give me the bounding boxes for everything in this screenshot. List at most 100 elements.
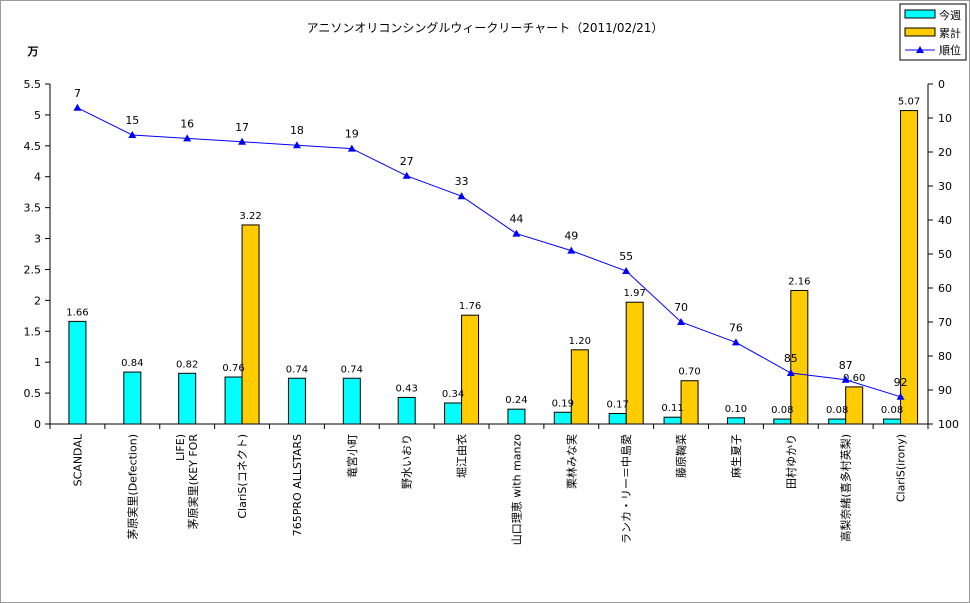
rank-point [786, 369, 795, 376]
y-left-tick-label: 3.5 [24, 202, 42, 215]
bar-cumulative-label: 0.70 [678, 367, 700, 378]
y-left-tick-label: 3 [34, 233, 41, 246]
category-label: SCANDAL [71, 433, 84, 486]
category-label: ランカ・リー＝中島愛 [619, 434, 633, 544]
category-label: ClariS(コネクト) [236, 434, 249, 519]
rank-point [128, 131, 137, 138]
rank-point [347, 144, 356, 152]
rank-label: 76 [729, 321, 743, 334]
bar-weekly [123, 371, 142, 425]
bar-cumulative [790, 289, 809, 425]
bar-weekly [444, 402, 463, 425]
rank-point [677, 318, 686, 325]
bar-cumulative [625, 301, 644, 425]
y-left-tick-label: 5.5 [24, 78, 42, 91]
y-right-tick-label: 70 [938, 316, 952, 329]
rank-point [457, 192, 466, 200]
y-right-tick-label: 0 [938, 78, 945, 91]
bar-weekly-label: 0.34 [442, 389, 464, 400]
rank-label: 92 [894, 376, 908, 389]
y-right-tick-label: 20 [938, 146, 952, 159]
bar-weekly-label: 0.08 [881, 405, 903, 416]
y-left-tick-label: 1 [34, 356, 41, 369]
bar-cumulative-label: 1.76 [459, 301, 481, 312]
category-label: 堀江由衣 [455, 434, 469, 478]
legend-label-rank: 順位 [939, 43, 961, 57]
rank-label: 19 [345, 128, 359, 141]
bar-weekly-label: 0.10 [725, 404, 747, 415]
bar-cumulative-label: 2.16 [788, 276, 810, 287]
bar-cumulative-label: 5.07 [898, 97, 920, 108]
rank-line-series [73, 103, 905, 400]
rank-line [77, 107, 901, 398]
legend-label-weekly: 今週 [939, 8, 961, 22]
category-label: 高梨奈緒(喜多村英梨) [839, 434, 853, 542]
rank-point [512, 229, 521, 237]
bar-weekly [507, 408, 526, 425]
legend-swatch-rank-marker [916, 46, 924, 53]
rank-label: 55 [619, 250, 633, 263]
rank-point [238, 137, 247, 145]
rank-label: 44 [509, 213, 523, 226]
rank-label: 16 [180, 117, 194, 130]
y-left-tick-label: 4.5 [24, 140, 42, 153]
rank-point [567, 246, 576, 254]
bar-cumulative [845, 386, 864, 425]
bar-weekly [608, 412, 627, 425]
bar-weekly [663, 416, 682, 425]
y-left-axis: 0 0.5 1 1.5 2 2.5 3 3.5 4 4.5 5 5.5 [24, 78, 51, 431]
bar-weekly-label: 0.76 [222, 363, 244, 374]
bar-cumulative [570, 349, 589, 425]
bar-cumulative-label: 1.97 [624, 288, 646, 299]
bar-weekly [883, 418, 902, 425]
bar-weekly [224, 376, 243, 425]
bar-weekly-label: 0.24 [505, 395, 527, 406]
category-label: 栗林みな実 [564, 434, 578, 489]
bar-weekly-label: 0.74 [286, 364, 308, 375]
bar-weekly-label: 0.17 [607, 399, 629, 410]
rank-point [292, 141, 301, 149]
bar-series [68, 110, 919, 425]
rank-label: 49 [564, 230, 578, 243]
y-right-axis: 0 10 20 30 40 50 60 70 80 90 100 [927, 78, 959, 431]
rank-point [402, 171, 411, 179]
category-label: 竜宮小町 [345, 434, 359, 478]
bar-weekly-label: 0.19 [552, 398, 574, 409]
bar-weekly-label: 0.08 [826, 405, 848, 416]
bar-cumulative [241, 224, 260, 425]
category-label: 765PRO ALLSTARS [291, 434, 304, 536]
y-left-tick-label: 5 [34, 109, 41, 122]
rank-label: 17 [235, 121, 249, 134]
bar-weekly [397, 396, 416, 425]
legend-swatch-weekly [904, 9, 936, 19]
x-axis [49, 423, 929, 429]
rank-label: 85 [784, 352, 798, 365]
bar-data-labels: 1.66 0.84 0.82 0.76 3.22 0.74 0.74 0.43 0.34 1.76… [66, 97, 920, 416]
category-label: LIFE) [174, 434, 187, 461]
bar-cumulative-label: 1.20 [569, 336, 591, 347]
bar-cumulative [900, 110, 919, 425]
y-left-tick-label: 1.5 [24, 325, 42, 338]
rank-label: 15 [125, 114, 139, 127]
bar-cumulative [680, 380, 699, 425]
y-left-tick-label: 4 [34, 171, 41, 184]
rank-point [183, 134, 192, 142]
bar-weekly [287, 377, 306, 425]
bar-weekly [553, 411, 572, 425]
bar-cumulative-label: 3.22 [239, 211, 261, 222]
category-label: 野水いおり [401, 434, 414, 489]
category-label: 藤原鞠菜 [674, 434, 688, 478]
bar-weekly-label: 0.11 [661, 403, 683, 414]
y-right-tick-label: 100 [938, 418, 959, 431]
rank-point [841, 375, 850, 383]
chart-title: アニソンオリコンシングルウィークリーチャート（2011/02/21） [307, 21, 664, 35]
rank-label: 18 [290, 124, 304, 137]
bar-cumulative-label: 0.60 [843, 373, 865, 384]
bar-weekly-label: 0.84 [121, 358, 143, 369]
rank-label: 33 [455, 175, 469, 188]
category-label: 田村ゆかり [784, 434, 798, 489]
legend-label-cumulative: 累計 [939, 26, 961, 40]
